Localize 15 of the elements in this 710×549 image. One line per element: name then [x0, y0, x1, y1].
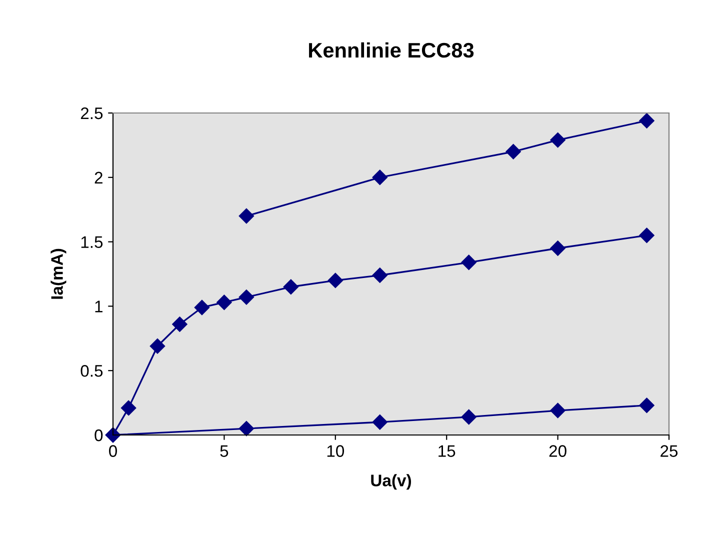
- x-tick-label: 20: [549, 445, 566, 457]
- x-tick-label: 5: [220, 445, 228, 457]
- y-tick-label: 2.5: [80, 107, 103, 120]
- x-tick-label: 25: [660, 445, 678, 457]
- x-axis-title: Ua(v): [371, 474, 412, 490]
- y-tick-label: 0: [94, 429, 103, 442]
- x-tick-label: 10: [327, 445, 344, 457]
- y-tick-label: 1: [95, 300, 102, 312]
- y-tick-label: 1.5: [81, 236, 103, 248]
- chart-title: Kennlinie ECC83: [309, 42, 474, 58]
- y-tick-label: 2: [94, 172, 102, 184]
- x-tick-label: 15: [438, 445, 456, 457]
- y-tick-label: 0.5: [80, 365, 103, 377]
- x-tick-label: 0: [109, 445, 117, 457]
- y-axis-title: Ia(mA): [50, 248, 66, 299]
